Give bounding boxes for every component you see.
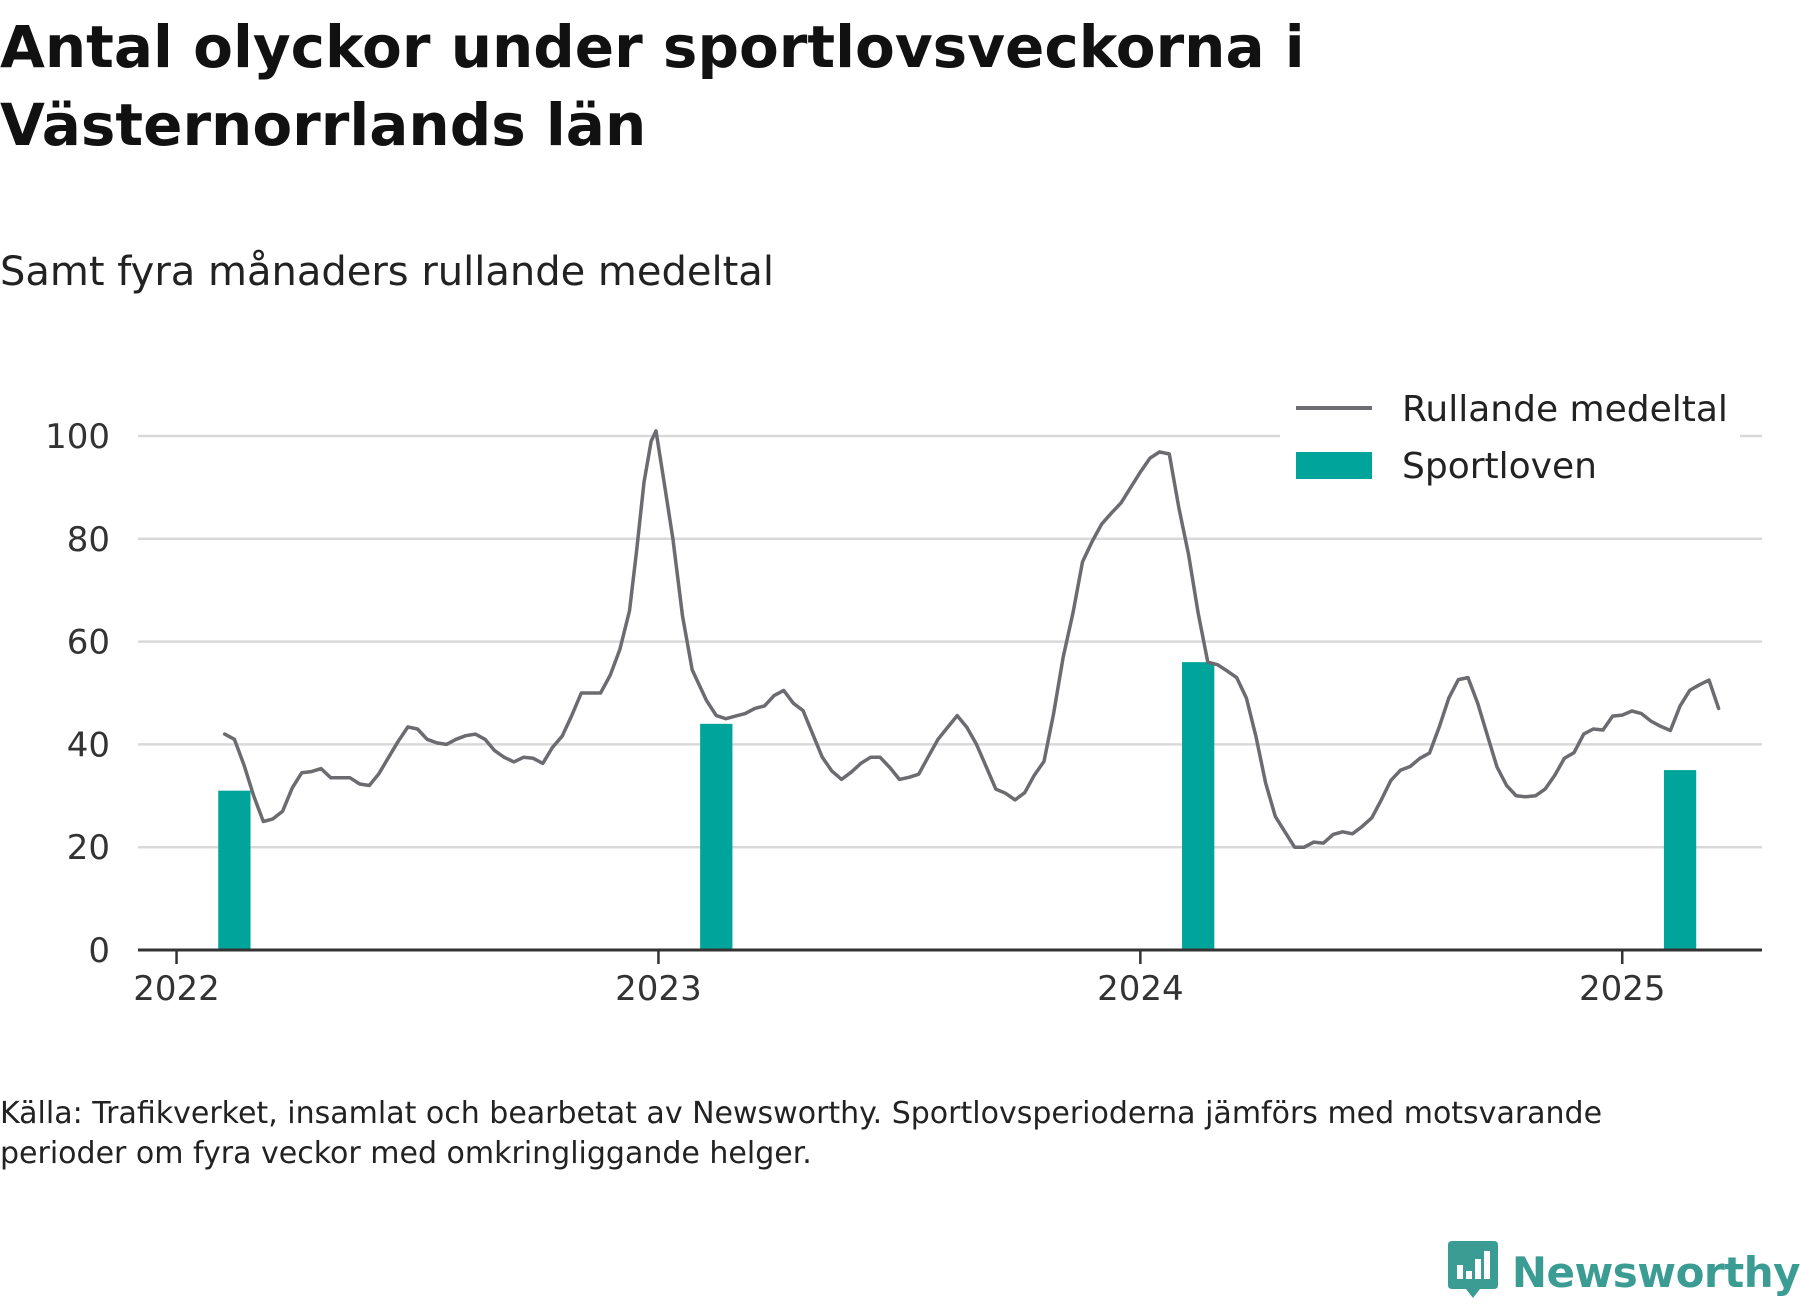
x-tick-label: 2025 [1579, 969, 1666, 1009]
chart-subtitle: Samt fyra månaders rullande medeltal [0, 249, 774, 295]
y-tick-label: 0 [88, 931, 110, 971]
legend-label-rolling-average: Rullande medeltal [1402, 389, 1728, 430]
y-tick-label: 20 [67, 828, 110, 868]
x-tick-label: 2023 [615, 969, 702, 1009]
sportlov-bar [700, 723, 733, 950]
rolling-average-line-group [222, 429, 1721, 849]
axes: 0 20 40 60 80 100 2022 2023 2024 2025 [45, 417, 1762, 1009]
sportlov-bars [218, 662, 1697, 950]
brand-name: Newsworthy [1511, 1247, 1800, 1297]
sportlov-bar [1182, 662, 1215, 950]
brand-logo[interactable]: Newsworthy [1447, 1240, 1800, 1304]
sportlov-bar [218, 790, 251, 950]
legend-bar-swatch [1296, 452, 1372, 479]
legend: Rullande medeltal Sportloven [1280, 370, 1740, 496]
legend-label-sportloven: Sportloven [1402, 446, 1597, 487]
accident-chart: 0 20 40 60 80 100 2022 2023 2024 2025 Rullande me… [45, 370, 1762, 1009]
y-tick-label: 60 [67, 623, 110, 663]
bar-chart-speech-bubble-icon [1447, 1241, 1498, 1303]
y-tick-label: 40 [67, 725, 110, 765]
y-tick-label: 80 [67, 520, 110, 560]
source-note: Källa: Trafikverket, insamlat och bearbe… [0, 1096, 1603, 1171]
chart-title: Antal olyckor under sportlovsveckorna i … [0, 13, 1305, 159]
rolling-average-line [222, 429, 1721, 849]
x-tick-label: 2024 [1097, 969, 1184, 1009]
gridlines [138, 434, 1762, 849]
sportlov-bar [1663, 770, 1697, 950]
x-tick-label: 2022 [133, 969, 220, 1009]
y-tick-label: 100 [45, 417, 110, 457]
